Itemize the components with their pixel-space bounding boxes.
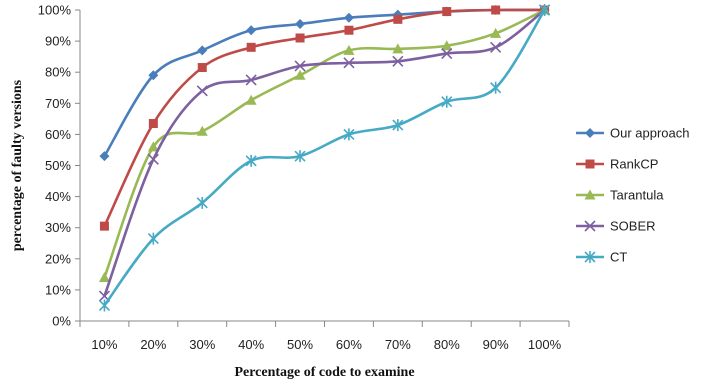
data-point-sober: [294, 60, 306, 72]
x-axis-ticks: 10% 20% 30% 40% 50% 60% 70% 80% 90% 100%: [79, 321, 570, 352]
series-line-tarantula: [103, 8, 546, 278]
data-point-our-approach: [343, 12, 354, 23]
y-tick-label: 100%: [38, 3, 72, 18]
data-point-our-approach: [197, 45, 208, 56]
x-axis-title: Percentage of code to examine: [234, 365, 414, 380]
legend-label: SOBER: [610, 219, 656, 234]
legend-item-rankcp: RankCP: [576, 157, 658, 172]
legend-item-tarantula: Tarantula: [576, 188, 664, 203]
data-point-ct: [490, 81, 502, 94]
data-point-sober: [196, 85, 208, 97]
x-tick-label: 40%: [238, 337, 264, 352]
data-point-sober: [441, 47, 453, 60]
series-ct: [98, 4, 551, 312]
data-point-tarantula: [343, 44, 355, 55]
data-point-rankcp: [197, 63, 207, 73]
x-tick-label: 80%: [434, 337, 460, 352]
data-point-sober: [392, 55, 404, 67]
data-point-ct: [294, 150, 306, 163]
legend-label: RankCP: [610, 157, 658, 172]
data-point-rankcp: [148, 119, 158, 129]
legend-marker: [585, 159, 595, 169]
data-point-our-approach: [148, 70, 159, 81]
legend-marker: [584, 251, 596, 263]
legend-marker: [584, 220, 596, 232]
data-point-ct: [441, 95, 453, 108]
y-axis-title: percentage of faulty versions: [10, 79, 25, 251]
data-point-tarantula: [98, 271, 110, 282]
x-tick-label: 60%: [336, 337, 362, 352]
legend-marker: [585, 128, 595, 138]
y-tick-label: 30%: [45, 220, 71, 235]
series-line-sober: [103, 8, 546, 297]
x-tick-label: 100%: [528, 337, 562, 352]
y-tick-label: 80%: [45, 65, 71, 80]
data-point-sober: [245, 74, 257, 86]
data-point-ct: [245, 154, 257, 167]
legend-marker: [584, 189, 596, 200]
data-point-tarantula: [441, 40, 453, 51]
data-point-rankcp: [442, 7, 452, 17]
data-point-rankcp: [393, 14, 403, 24]
legend-label: CT: [610, 250, 627, 265]
data-point-tarantula: [245, 94, 257, 105]
data-point-sober: [490, 41, 502, 53]
y-tick-label: 90%: [45, 34, 71, 49]
data-point-our-approach: [295, 18, 306, 29]
data-point-sober: [343, 57, 355, 69]
series-line-rankcp: [103, 8, 545, 227]
data-point-our-approach: [99, 151, 110, 162]
data-point-rankcp: [344, 25, 354, 35]
x-tick-label: 50%: [287, 337, 313, 352]
data-point-rankcp: [246, 42, 256, 52]
data-point-tarantula: [490, 27, 502, 38]
y-tick-label: 60%: [45, 127, 71, 142]
data-point-sober: [147, 153, 159, 165]
data-point-ct: [538, 4, 551, 16]
data-point-ct: [196, 196, 208, 209]
data-point-tarantula: [294, 69, 306, 80]
data-point-rankcp: [295, 33, 305, 43]
y-tick-label: 70%: [45, 96, 71, 111]
legend: Our approach RankCP Tarantula SOBER CT: [576, 126, 690, 265]
x-tick-label: 90%: [483, 337, 509, 352]
data-point-ct: [147, 232, 159, 245]
data-point-tarantula: [147, 141, 159, 152]
data-point-our-approach: [392, 9, 403, 20]
series-our-approach: [99, 5, 550, 162]
y-tick-label: 40%: [45, 189, 71, 204]
series-layer: [98, 4, 551, 312]
data-point-our-approach: [246, 25, 257, 36]
data-point-tarantula: [392, 43, 404, 54]
x-tick-label: 70%: [385, 337, 411, 352]
legend-item-ct: CT: [576, 250, 627, 265]
axes: [79, 10, 569, 322]
data-point-ct: [392, 119, 404, 132]
legend-item-our-approach: Our approach: [576, 126, 690, 141]
y-tick-label: 10%: [45, 282, 71, 297]
series-line-ct: [103, 9, 546, 307]
data-point-tarantula: [196, 125, 208, 136]
series-sober: [98, 4, 551, 302]
y-tick-label: 0%: [52, 314, 71, 329]
x-tick-label: 10%: [91, 337, 117, 352]
legend-item-sober: SOBER: [576, 219, 656, 234]
data-point-rankcp: [99, 221, 109, 231]
y-axis-ticks: 0% 10% 20% 30% 40% 50% 60% 70% 80% 90% 100%: [38, 3, 80, 329]
data-point-ct: [343, 128, 355, 141]
legend-label: Tarantula: [610, 188, 664, 203]
y-tick-label: 20%: [45, 251, 71, 266]
x-tick-label: 30%: [189, 337, 215, 352]
data-point-ct: [98, 299, 111, 312]
series-rankcp: [99, 5, 550, 231]
legend-label: Our approach: [610, 126, 690, 141]
data-point-rankcp: [491, 5, 501, 15]
series-tarantula: [98, 4, 551, 282]
y-tick-label: 50%: [45, 158, 71, 173]
x-tick-label: 20%: [140, 337, 166, 352]
